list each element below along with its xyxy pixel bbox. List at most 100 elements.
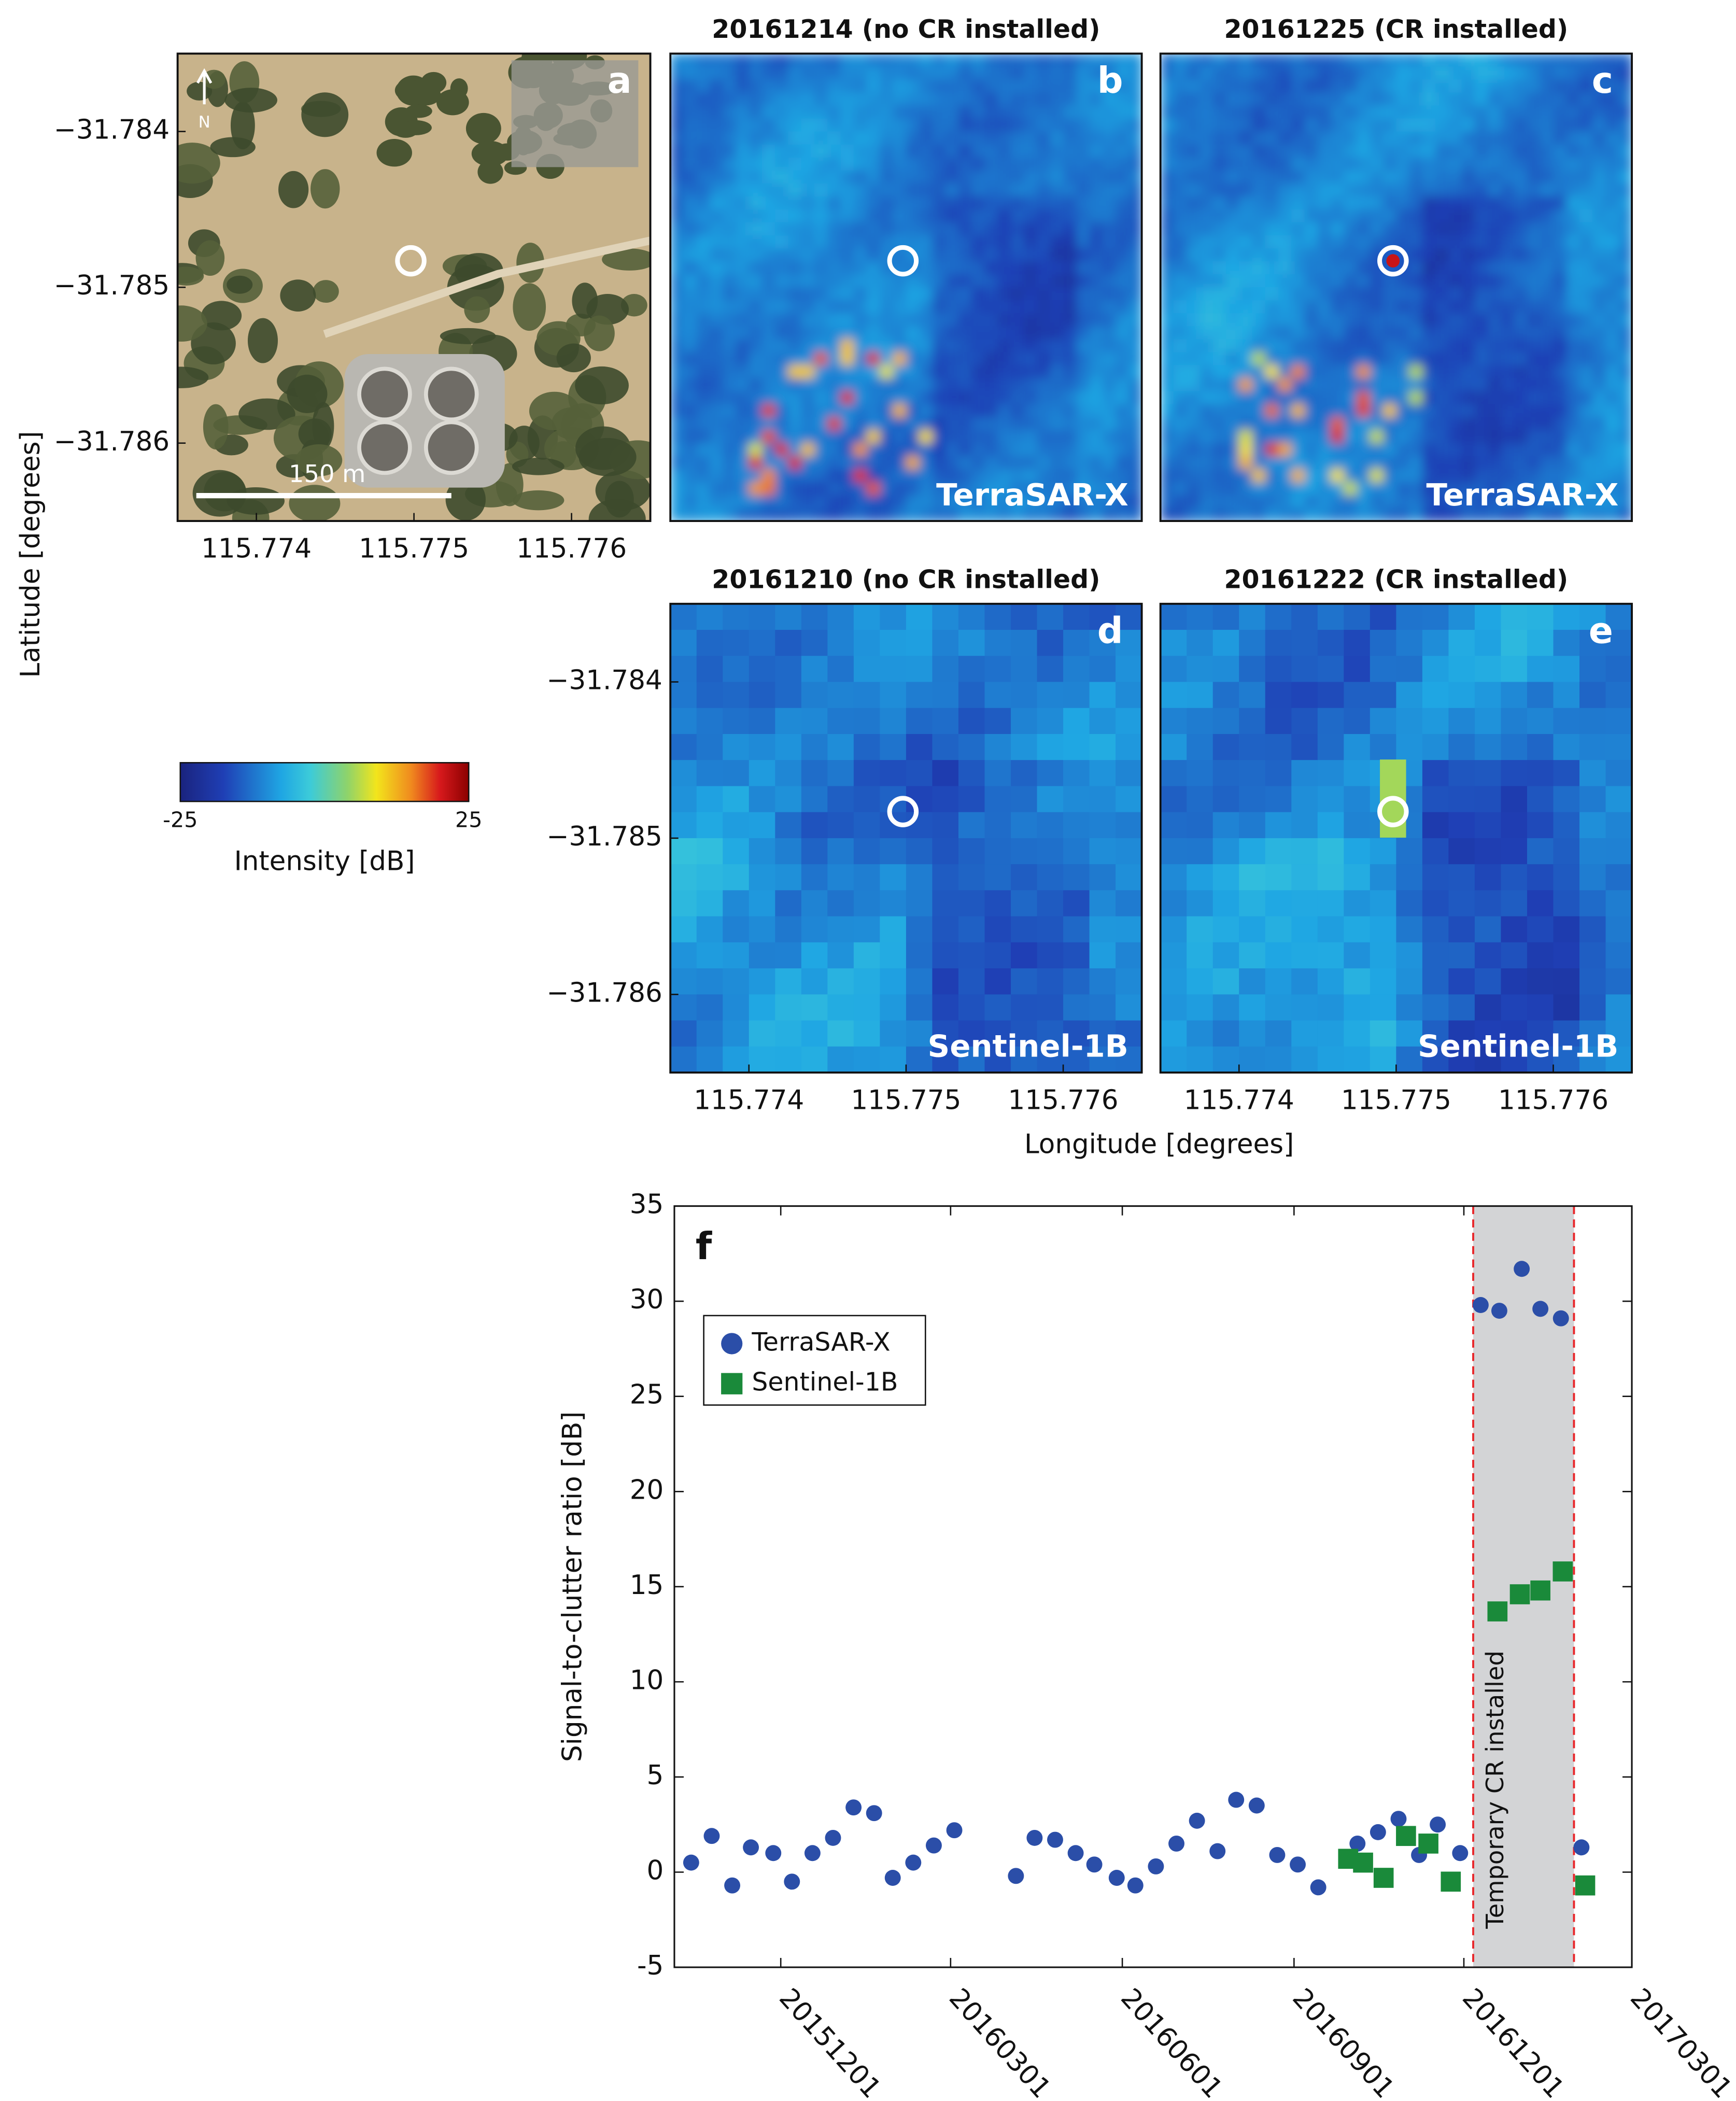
image-pixel <box>1187 469 1201 483</box>
image-pixel <box>683 404 698 418</box>
image-pixel <box>1252 287 1266 301</box>
image-pixel <box>1024 326 1038 340</box>
image-pixel <box>762 482 776 496</box>
image-pixel <box>1383 456 1397 470</box>
image-pixel <box>1540 157 1554 172</box>
image-pixel <box>1370 469 1384 483</box>
image-pixel <box>801 365 815 379</box>
image-pixel <box>775 838 802 865</box>
image-pixel <box>1435 443 1449 457</box>
image-pixel <box>1089 170 1104 185</box>
image-pixel <box>670 994 698 1021</box>
image-pixel <box>1089 838 1117 865</box>
image-pixel <box>1501 864 1528 891</box>
image-pixel <box>1011 300 1025 314</box>
image-pixel <box>1618 183 1632 198</box>
image-pixel <box>1304 469 1319 483</box>
image-pixel <box>1527 1046 1554 1073</box>
image-pixel <box>1422 734 1449 761</box>
image-pixel <box>1409 274 1423 288</box>
cr-location <box>887 245 919 277</box>
image-pixel <box>1212 261 1227 275</box>
image-pixel <box>775 131 789 146</box>
image-pixel <box>710 196 724 210</box>
image-pixel <box>1265 508 1279 521</box>
image-pixel <box>1344 222 1358 236</box>
image-pixel <box>1076 248 1090 262</box>
image-pixel <box>853 235 868 249</box>
image-pixel <box>1370 942 1397 969</box>
image-pixel <box>1618 209 1632 223</box>
data-point <box>1108 1870 1125 1886</box>
image-pixel <box>670 378 684 392</box>
image-pixel <box>1435 196 1449 210</box>
image-pixel <box>984 786 1012 813</box>
image-pixel <box>1448 378 1462 392</box>
image-pixel <box>1011 157 1025 172</box>
image-pixel <box>958 430 972 444</box>
image-pixel <box>971 287 985 301</box>
image-pixel <box>1291 890 1319 917</box>
image-pixel <box>1317 404 1332 418</box>
image-pixel <box>1317 365 1332 379</box>
image-pixel <box>736 183 750 198</box>
image-pixel <box>1076 235 1090 249</box>
image-pixel <box>1212 443 1227 457</box>
image-pixel <box>1291 630 1319 657</box>
image-pixel <box>1050 131 1064 146</box>
image-pixel <box>683 300 698 314</box>
image-pixel <box>683 105 698 119</box>
image-pixel <box>775 916 802 943</box>
image-pixel <box>919 417 933 431</box>
image-pixel <box>1160 603 1188 631</box>
image-pixel <box>984 968 1012 995</box>
image-pixel <box>997 495 1012 509</box>
image-pixel <box>1501 131 1515 146</box>
image-pixel <box>1278 469 1292 483</box>
image-pixel <box>1422 53 1436 67</box>
image-pixel <box>749 131 763 146</box>
image-pixel <box>1474 222 1489 236</box>
image-pixel <box>696 196 711 210</box>
image-pixel <box>670 157 684 172</box>
image-pixel <box>1422 968 1449 995</box>
image-pixel <box>1566 365 1580 379</box>
image-pixel <box>775 196 789 210</box>
image-pixel <box>827 838 855 865</box>
image-pixel <box>853 864 881 891</box>
data-point <box>1086 1856 1103 1873</box>
image-pixel <box>1383 222 1397 236</box>
image-pixel <box>1448 105 1462 119</box>
image-pixel <box>1370 131 1384 146</box>
image-pixel <box>775 352 789 366</box>
image-pixel <box>1553 261 1568 275</box>
image-pixel <box>1553 443 1568 457</box>
image-pixel <box>1357 248 1371 262</box>
image-pixel <box>906 118 920 132</box>
image-pixel <box>1370 105 1384 119</box>
image-pixel <box>1527 404 1541 418</box>
image-pixel <box>1076 456 1090 470</box>
image-pixel <box>997 391 1012 405</box>
image-pixel <box>1265 890 1292 917</box>
image-pixel <box>1063 66 1077 80</box>
image-pixel <box>1317 994 1345 1021</box>
image-pixel <box>1187 157 1201 172</box>
image-pixel <box>1089 469 1104 483</box>
image-pixel <box>1605 287 1620 301</box>
image-pixel <box>1225 339 1240 353</box>
image-pixel <box>1422 603 1449 631</box>
image-tree <box>445 478 486 521</box>
image-pixel <box>1252 118 1266 132</box>
image-pixel <box>880 326 894 340</box>
image-pixel <box>736 196 750 210</box>
image-pixel <box>1011 313 1025 327</box>
image-pixel <box>1291 378 1305 392</box>
image-pixel <box>1187 430 1201 444</box>
image-pixel <box>1540 456 1554 470</box>
image-pixel <box>984 942 1012 969</box>
image-pixel <box>1063 313 1077 327</box>
image-pixel <box>1225 248 1240 262</box>
image-pixel <box>1050 209 1064 223</box>
image-pixel <box>696 508 711 521</box>
